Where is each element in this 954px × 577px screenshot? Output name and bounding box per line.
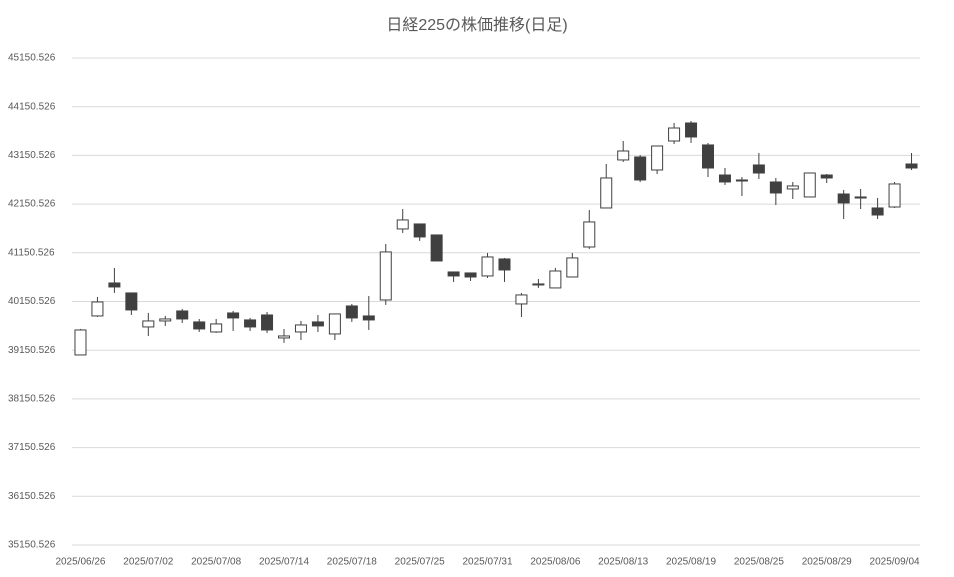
- chart-title: 日経225の株価推移(日足): [386, 16, 567, 34]
- candle-body: [464, 272, 477, 278]
- candle-body: [566, 257, 579, 278]
- candle-body: [515, 294, 528, 305]
- candle-body: [311, 321, 324, 327]
- y-tick-label: 38150.526: [8, 394, 56, 405]
- candle-body: [108, 282, 121, 288]
- candle-body: [498, 258, 511, 271]
- x-tick-label: 2025/08/25: [734, 557, 784, 568]
- candle-body: [210, 323, 223, 333]
- candle-body: [278, 335, 290, 339]
- candle-body: [786, 185, 799, 190]
- x-tick-label: 2025/09/04: [870, 557, 920, 568]
- candle-body: [227, 312, 240, 319]
- candle-body: [685, 122, 698, 138]
- candle-body: [261, 314, 274, 331]
- x-tick-label: 2025/08/29: [802, 557, 852, 568]
- y-tick-label: 42150.526: [8, 199, 56, 210]
- y-tick-label: 45150.526: [8, 53, 56, 64]
- candle-body: [142, 320, 155, 328]
- candle-body: [159, 318, 172, 322]
- y-tick-label: 39150.526: [8, 345, 56, 356]
- candle-body: [702, 144, 714, 169]
- candle-body: [413, 223, 426, 238]
- candle-body: [447, 271, 460, 277]
- candle-body: [888, 183, 901, 208]
- y-tick-label: 35150.526: [8, 540, 56, 551]
- candle-body: [634, 156, 647, 181]
- candle-body: [854, 196, 867, 199]
- y-tick-label: 37150.526: [8, 442, 56, 453]
- y-tick-label: 36150.526: [8, 491, 56, 502]
- candle-body: [617, 150, 630, 161]
- candle-body: [837, 193, 850, 204]
- candle-body: [379, 251, 392, 301]
- candle-body: [193, 321, 206, 330]
- y-tick-label: 43150.526: [8, 150, 56, 161]
- candle-body: [600, 177, 613, 209]
- candle-body: [244, 319, 257, 328]
- x-tick-label: 2025/07/02: [123, 557, 173, 568]
- candle-body: [91, 301, 104, 317]
- x-tick-label: 2025/08/19: [666, 557, 716, 568]
- candle-body: [905, 163, 918, 169]
- candle-body: [532, 283, 545, 286]
- candle-body: [735, 179, 748, 182]
- candle-body: [668, 127, 681, 142]
- y-tick-label: 44150.526: [8, 101, 56, 112]
- y-tick-label: 41150.526: [8, 247, 55, 258]
- x-tick-label: 2025/07/18: [327, 557, 377, 568]
- candle-body: [74, 329, 87, 356]
- candle-body: [752, 164, 765, 174]
- x-tick-label: 2025/08/13: [598, 557, 648, 568]
- candle-body: [396, 219, 409, 230]
- candle-body: [125, 292, 138, 311]
- candle-body: [803, 172, 816, 198]
- y-tick-label: 40150.526: [8, 296, 56, 307]
- candle-body: [583, 221, 596, 248]
- candle-body: [362, 315, 375, 321]
- candle-body: [769, 181, 782, 194]
- x-tick-label: 2025/08/06: [530, 557, 580, 568]
- x-tick-label: 2025/06/26: [55, 557, 105, 568]
- candle-body: [430, 234, 443, 262]
- x-tick-label: 2025/07/25: [395, 557, 445, 568]
- candle-body: [871, 207, 884, 216]
- x-tick-label: 2025/07/31: [462, 557, 512, 568]
- candle-body: [176, 310, 189, 320]
- candle-body: [345, 305, 358, 319]
- candle-body: [549, 270, 562, 289]
- candle-body: [651, 145, 664, 171]
- candle-body: [328, 313, 341, 335]
- candle-body: [481, 256, 494, 277]
- x-tick-label: 2025/07/14: [259, 557, 309, 568]
- x-tick-label: 2025/07/08: [191, 557, 241, 568]
- candle-body: [820, 174, 833, 179]
- candle-body: [294, 324, 307, 333]
- candle-body: [718, 174, 731, 183]
